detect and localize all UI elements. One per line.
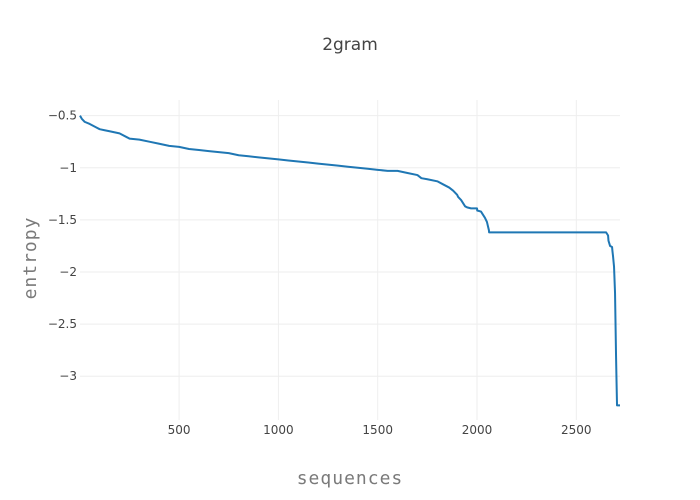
x-tick-labels: 500 1000 1500 2000 2500 — [168, 423, 592, 437]
y-tick-label: −1.5 — [48, 213, 77, 227]
series-layer — [79, 115, 620, 407]
x-tick-label: 500 — [168, 423, 191, 437]
x-axis-title: sequences — [297, 468, 404, 489]
x-tick-label: 1500 — [362, 423, 393, 437]
y-tick-label: −2 — [59, 265, 77, 279]
x-tick-label: 1000 — [263, 423, 294, 437]
grid — [80, 100, 620, 420]
y-tick-label: −0.5 — [48, 109, 77, 123]
y-tick-label: −3 — [59, 369, 77, 383]
y-tick-label: −1 — [59, 161, 77, 175]
y-tick-labels: −0.5 −1 −1.5 −2 −2.5 −3 — [48, 109, 77, 384]
y-axis-title: entropy — [20, 217, 41, 300]
series-line — [79, 115, 620, 407]
y-tick-label: −2.5 — [48, 317, 77, 331]
x-tick-label: 2000 — [462, 423, 493, 437]
chart-title: 2gram — [322, 35, 378, 55]
x-tick-label: 2500 — [561, 423, 592, 437]
